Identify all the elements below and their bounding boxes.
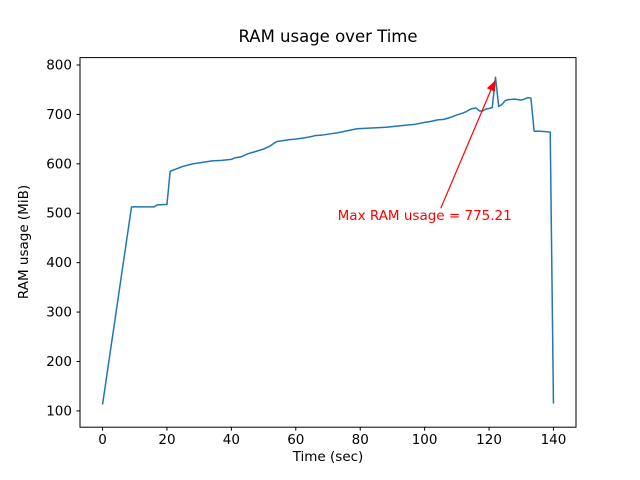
chart-title: RAM usage over Time: [238, 27, 418, 46]
x-tick-label: 120: [476, 432, 502, 448]
annotation-arrow: [440, 80, 496, 209]
x-tick-label: 40: [223, 432, 240, 448]
y-tick-label: 300: [46, 305, 72, 321]
y-tick-label: 500: [46, 206, 72, 222]
y-tick-label: 100: [46, 403, 72, 419]
y-tick-label: 800: [46, 58, 72, 74]
x-axis-label: Time (sec): [292, 449, 364, 465]
ram-usage-line: [101, 76, 555, 405]
y-tick-label: 600: [46, 156, 72, 172]
annotation-text: Max RAM usage = 775.21: [338, 208, 512, 224]
x-tick-label: 60: [287, 432, 304, 448]
y-tick-label: 700: [46, 107, 72, 123]
x-tick-label: 20: [158, 432, 175, 448]
axes-spines: [79, 57, 577, 428]
x-tick-label: 100: [412, 432, 438, 448]
x-tick-label: 140: [541, 432, 567, 448]
x-tick-label: 80: [352, 432, 369, 448]
y-tick-label: 200: [46, 354, 72, 370]
x-tick-label: 0: [98, 432, 107, 448]
y-tick-label: 400: [46, 255, 72, 271]
annotation-arrowhead: [486, 80, 496, 92]
